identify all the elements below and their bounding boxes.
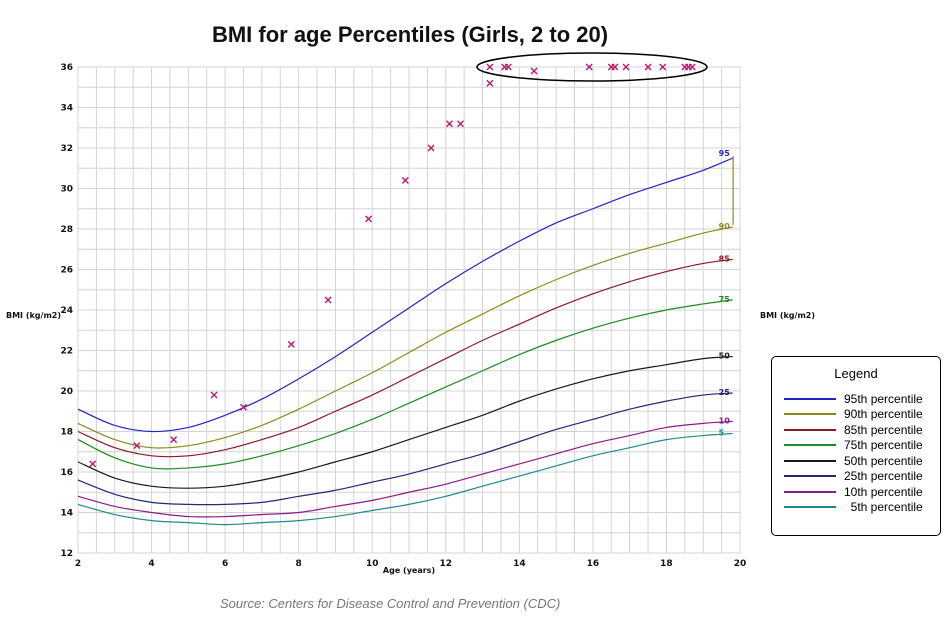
legend-swatch xyxy=(784,459,836,462)
series-end-label: 10 xyxy=(719,416,731,425)
y-tick-label: 32 xyxy=(60,144,73,154)
legend-swatch xyxy=(784,444,836,447)
legend-items: 95th percentile 90th percentile 85th perce… xyxy=(772,391,940,515)
series-line-50 xyxy=(77,355,733,489)
series-end-label: 95 xyxy=(719,149,731,158)
series-line-10 xyxy=(77,420,733,518)
data-point-marker xyxy=(585,63,593,71)
series-line-95 xyxy=(77,157,733,433)
legend-item: 95th percentile xyxy=(772,391,940,407)
legend-label: 75th percentile xyxy=(844,438,923,453)
y-tick-label: 26 xyxy=(60,266,73,276)
legend-swatch xyxy=(784,397,836,400)
data-point-marker xyxy=(622,63,630,71)
legend-item: 50th percentile xyxy=(772,453,940,469)
legend: Legend 95th percentile 90th percentile 85t… xyxy=(771,356,941,536)
data-point-marker xyxy=(324,296,332,304)
x-tick-label: 8 xyxy=(296,559,302,569)
data-point-marker xyxy=(644,63,652,71)
data-point-marker xyxy=(427,144,435,152)
y-tick-label: 18 xyxy=(60,428,73,438)
data-point-marker xyxy=(287,340,295,348)
y-tick-label: 28 xyxy=(60,225,73,235)
y-tick-label: 36 xyxy=(60,63,73,73)
chart-title: BMI for age Percentiles (Girls, 2 to 20) xyxy=(211,22,609,47)
data-point-marker xyxy=(89,460,97,468)
series-end-label: 90 xyxy=(719,222,731,231)
x-tick-label: 12 xyxy=(440,559,453,569)
y-tick-label: 34 xyxy=(60,104,73,114)
y-tick-label: 14 xyxy=(60,509,73,519)
legend-swatch xyxy=(784,475,836,478)
data-point-marker xyxy=(170,436,178,444)
annotation-ellipse xyxy=(476,52,708,82)
data-point-marker xyxy=(688,63,696,71)
legend-item: 25th percentile xyxy=(772,469,940,485)
source-note: Source: Centers for Disease Control and … xyxy=(220,596,561,611)
x-axis-label: Age (years) xyxy=(383,566,435,575)
legend-label: 95th percentile xyxy=(844,391,923,406)
legend-label: 5th percentile xyxy=(844,500,923,515)
series-end-label: 25 xyxy=(719,388,731,397)
legend-title: Legend xyxy=(834,366,878,381)
y-tick-label: 24 xyxy=(60,306,73,316)
y-tick-label: 22 xyxy=(60,347,73,357)
data-point-marker xyxy=(240,403,247,411)
legend-label: 90th percentile xyxy=(844,407,923,422)
y-axis-label-left: BMI (kg/m2) xyxy=(6,311,62,320)
data-point-marker xyxy=(530,67,538,75)
x-tick-label: 4 xyxy=(148,559,154,569)
data-point-marker xyxy=(401,176,409,184)
data-point-marker xyxy=(659,63,667,71)
legend-item: 75th percentile xyxy=(772,438,940,454)
data-point-marker xyxy=(210,391,218,399)
series-end-label: 5 xyxy=(719,429,725,438)
legend-swatch xyxy=(784,413,836,416)
x-tick-label: 20 xyxy=(734,559,747,569)
legend-label: 50th percentile xyxy=(844,453,923,468)
legend-item: 5th percentile xyxy=(772,500,940,516)
data-point-marker xyxy=(486,63,494,71)
x-tick-label: 18 xyxy=(660,559,673,569)
x-tick-label: 2 xyxy=(75,559,81,569)
y-tick-label: 20 xyxy=(60,387,73,397)
data-point-marker xyxy=(504,63,512,71)
legend-item: 10th percentile xyxy=(772,484,940,500)
legend-item: 90th percentile xyxy=(772,407,940,423)
series-line-90 xyxy=(77,226,733,449)
y-tick-label: 12 xyxy=(60,549,73,559)
x-tick-label: 10 xyxy=(366,559,379,569)
x-tick-label: 16 xyxy=(587,559,600,569)
legend-swatch xyxy=(784,428,836,431)
series-line-85 xyxy=(77,258,733,458)
data-point-marker xyxy=(445,120,453,128)
series-end-label: 75 xyxy=(719,295,731,304)
legend-label: 10th percentile xyxy=(844,484,923,499)
legend-label: 85th percentile xyxy=(844,422,923,437)
y-axis-label-right: BMI (kg/m2) xyxy=(760,311,816,320)
legend-label: 25th percentile xyxy=(844,469,923,484)
series-line-25 xyxy=(77,392,733,506)
series-end-label: 85 xyxy=(719,254,731,263)
y-tick-label: 30 xyxy=(60,185,73,195)
data-point-marker xyxy=(486,79,494,87)
x-tick-label: 6 xyxy=(222,559,228,569)
legend-swatch xyxy=(784,490,836,493)
x-tick-label: 14 xyxy=(513,559,526,569)
series-line-5 xyxy=(77,432,733,526)
y-tick-label: 16 xyxy=(60,468,73,478)
data-point-marker xyxy=(133,442,141,450)
series-end-label: 50 xyxy=(719,352,731,361)
data-point-marker xyxy=(365,215,373,223)
data-point-marker xyxy=(456,120,464,128)
legend-item: 85th percentile xyxy=(772,422,940,438)
series-line-75 xyxy=(77,299,733,470)
legend-swatch xyxy=(784,506,836,509)
data-point-marker xyxy=(611,63,619,71)
